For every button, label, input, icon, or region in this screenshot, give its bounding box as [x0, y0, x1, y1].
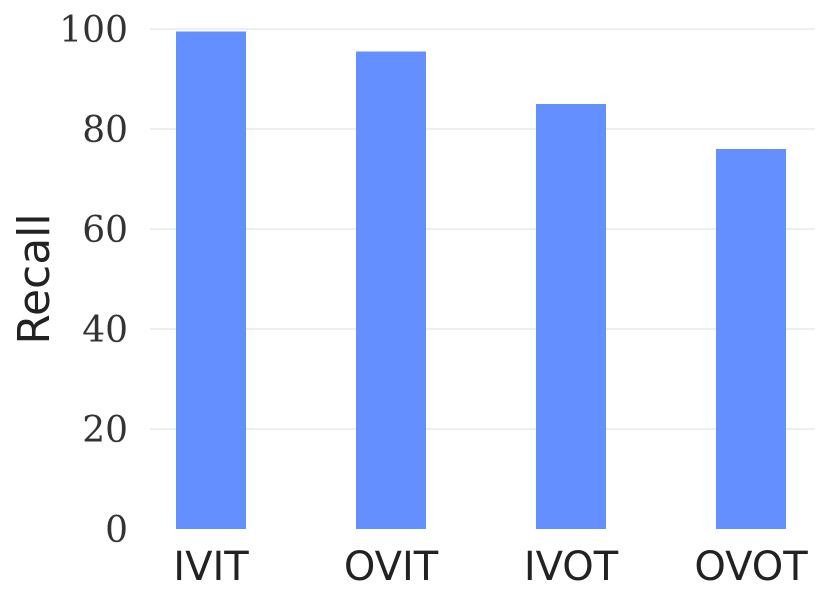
y-tick-label: 40: [82, 310, 128, 351]
bar-ovot: [716, 149, 786, 529]
x-tick-label: IVIT: [173, 544, 249, 590]
y-tick-label: 0: [105, 510, 128, 551]
x-tick-labels: IVIT OVIT IVOT OVOT: [173, 544, 808, 590]
bars: [176, 31, 786, 529]
y-tick-label: 20: [82, 410, 128, 451]
y-tick-label: 100: [59, 10, 128, 51]
x-tick-label: OVOT: [694, 544, 808, 590]
x-tick-label: OVIT: [344, 544, 439, 590]
bar-ovit: [356, 51, 426, 529]
y-tick-label: 60: [82, 210, 128, 251]
y-axis-label: Recall: [9, 213, 60, 344]
bar-ivot: [536, 104, 606, 529]
x-tick-label: IVOT: [524, 544, 619, 590]
bar-ivit: [176, 31, 246, 529]
y-tick-labels: 0 20 40 60 80 100: [59, 10, 128, 551]
gridlines: [150, 28, 815, 430]
y-tick-label: 80: [82, 110, 128, 151]
